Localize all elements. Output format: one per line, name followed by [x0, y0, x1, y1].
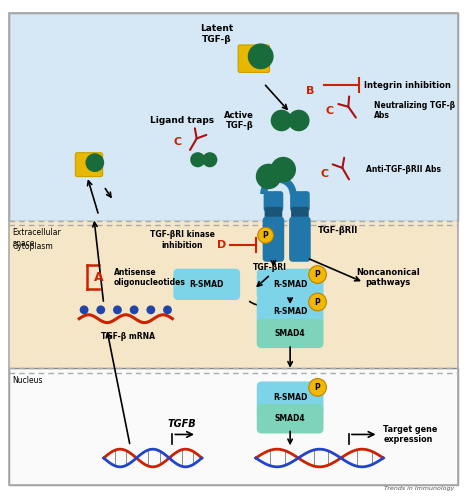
Text: TGF-β mRNA: TGF-β mRNA: [101, 333, 155, 341]
Text: Neutralizing TGF-β
Abs: Neutralizing TGF-β Abs: [374, 101, 455, 120]
Text: A: A: [94, 271, 103, 284]
Circle shape: [163, 306, 172, 314]
Bar: [9, 368, 458, 485]
FancyBboxPatch shape: [291, 207, 309, 222]
Circle shape: [146, 306, 155, 314]
Text: TGF-βRII: TGF-βRII: [318, 226, 358, 235]
Text: P: P: [315, 270, 320, 279]
Text: R-SMAD: R-SMAD: [273, 393, 307, 402]
Text: Active
TGF-β: Active TGF-β: [224, 111, 254, 130]
Text: TGF-βRI: TGF-βRI: [253, 263, 286, 272]
Text: Integrin inhibition: Integrin inhibition: [364, 81, 451, 90]
Text: TGF-βRI kinase
inhibition: TGF-βRI kinase inhibition: [150, 230, 215, 250]
Circle shape: [258, 227, 273, 243]
Circle shape: [248, 44, 273, 69]
Bar: [9, 220, 458, 368]
Text: Anti-TGF-βRII Abs: Anti-TGF-βRII Abs: [365, 165, 441, 174]
Circle shape: [271, 110, 292, 131]
Text: Extracellular
space: Extracellular space: [12, 228, 61, 248]
FancyBboxPatch shape: [257, 296, 323, 328]
FancyBboxPatch shape: [173, 269, 240, 300]
Text: P: P: [315, 383, 320, 392]
Text: Trends in Immunology: Trends in Immunology: [384, 486, 454, 491]
Text: D: D: [217, 240, 226, 250]
Circle shape: [309, 293, 327, 311]
Text: C: C: [173, 137, 182, 147]
Text: B: B: [306, 86, 314, 96]
FancyBboxPatch shape: [264, 207, 283, 222]
Text: R-SMAD: R-SMAD: [273, 307, 307, 316]
Circle shape: [80, 306, 89, 314]
Text: Noncanonical
pathways: Noncanonical pathways: [356, 268, 420, 287]
FancyBboxPatch shape: [289, 216, 311, 262]
Circle shape: [96, 306, 105, 314]
Circle shape: [190, 152, 205, 167]
Circle shape: [288, 110, 310, 131]
Circle shape: [271, 157, 296, 182]
FancyBboxPatch shape: [75, 153, 103, 177]
Text: C: C: [325, 106, 333, 116]
Text: R-SMAD: R-SMAD: [273, 280, 307, 289]
FancyBboxPatch shape: [290, 191, 310, 212]
Text: TGFB: TGFB: [168, 418, 197, 428]
FancyBboxPatch shape: [257, 269, 323, 300]
FancyBboxPatch shape: [264, 191, 283, 212]
FancyBboxPatch shape: [257, 319, 323, 348]
Circle shape: [309, 266, 327, 284]
Text: Target gene
expression: Target gene expression: [383, 425, 438, 444]
Text: Nucleus: Nucleus: [12, 376, 43, 385]
Circle shape: [202, 152, 218, 167]
Text: Ligand traps: Ligand traps: [150, 116, 214, 125]
Bar: [9, 13, 458, 220]
Circle shape: [85, 153, 104, 172]
FancyBboxPatch shape: [263, 216, 284, 262]
FancyBboxPatch shape: [257, 381, 323, 413]
Circle shape: [309, 379, 327, 396]
Text: Latent
TGF-β: Latent TGF-β: [200, 25, 233, 44]
Circle shape: [256, 164, 281, 189]
Text: R-SMAD: R-SMAD: [190, 280, 224, 289]
FancyBboxPatch shape: [238, 45, 270, 73]
Text: P: P: [315, 298, 320, 307]
Text: Antisense
oligonucleotides: Antisense oligonucleotides: [114, 268, 185, 287]
FancyBboxPatch shape: [257, 404, 323, 433]
Text: SMAD4: SMAD4: [275, 414, 305, 423]
Text: Cytoplasm: Cytoplasm: [12, 242, 53, 251]
Text: C: C: [320, 169, 328, 179]
Text: SMAD4: SMAD4: [275, 329, 305, 338]
Text: P: P: [263, 231, 268, 240]
Circle shape: [113, 306, 122, 314]
Circle shape: [130, 306, 138, 314]
